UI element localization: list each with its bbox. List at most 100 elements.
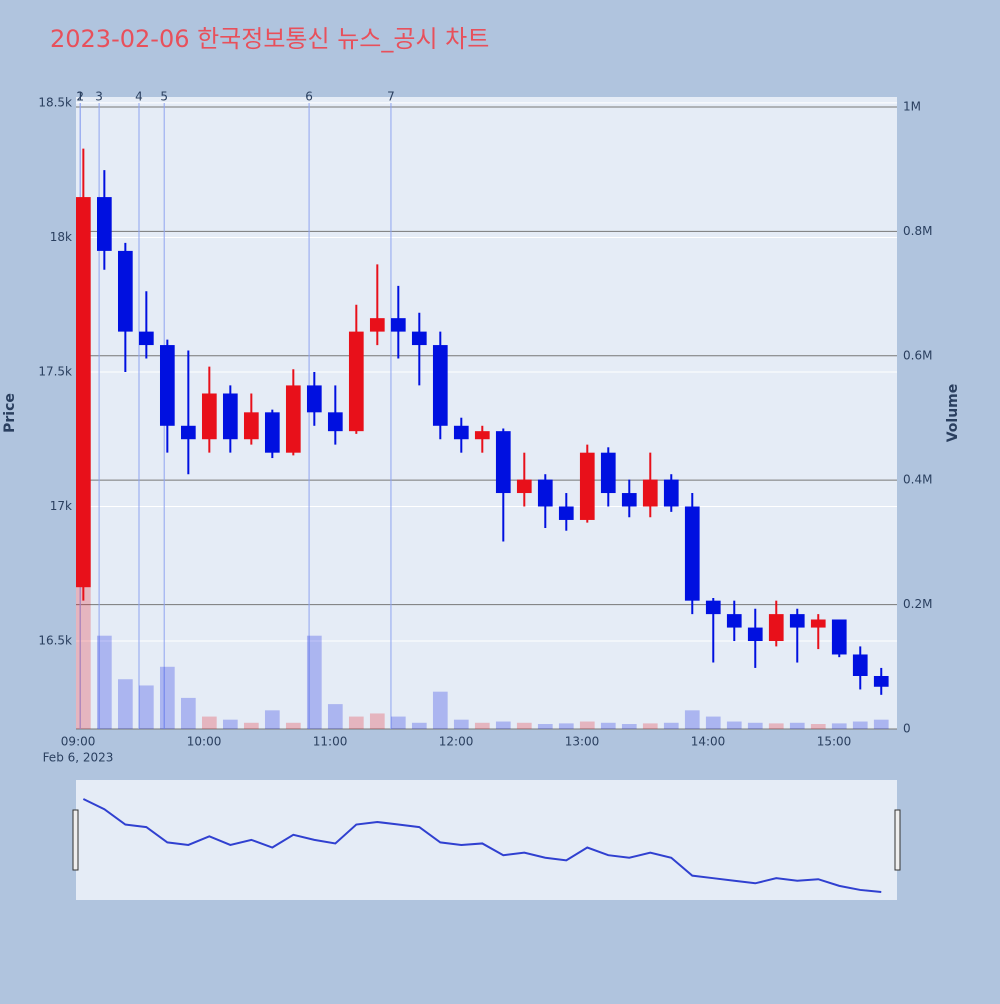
volume-bar — [306, 635, 322, 729]
volume-bar — [831, 723, 847, 729]
volume-bar — [432, 691, 448, 729]
candle-body — [159, 345, 175, 426]
volume-bar — [600, 722, 616, 729]
event-label: 1 — [76, 90, 84, 104]
candle-body — [705, 600, 721, 615]
candle-body — [495, 431, 511, 494]
y-tick-label: 18.5k — [38, 95, 72, 109]
y2-tick-label: 0.2M — [903, 597, 932, 611]
volume-bar — [663, 722, 679, 729]
candle-body — [432, 345, 448, 426]
volume-bar — [684, 710, 700, 729]
volume-bar — [348, 716, 364, 729]
candle-body — [810, 619, 826, 628]
candle-body — [390, 318, 406, 332]
candle-body — [789, 614, 805, 628]
volume-bar — [201, 716, 217, 729]
volume-bar — [621, 724, 637, 729]
candle-body — [96, 197, 112, 251]
volume-bar — [558, 723, 574, 729]
range-handle[interactable] — [72, 809, 79, 871]
volume-bar — [453, 719, 469, 729]
volume-bar — [117, 679, 133, 729]
candle-body — [852, 654, 868, 676]
volume-bar — [411, 722, 427, 729]
event-label: 2 — [76, 90, 84, 104]
candle-body — [768, 614, 784, 642]
volume-bar — [285, 722, 301, 729]
volume-bar — [138, 685, 154, 729]
candle-body — [222, 393, 238, 440]
range-line — [82, 798, 882, 893]
volume-bar — [789, 722, 805, 729]
volume-bar — [705, 716, 721, 729]
y2-tick-label: 0.8M — [903, 224, 932, 238]
chart-title: 2023-02-06 한국정보통신 뉴스_공시 차트 — [50, 25, 489, 53]
x-tick-label: 13:00 — [565, 735, 600, 749]
volume-bar — [747, 722, 763, 729]
volume-bar — [726, 721, 742, 729]
candle-body — [369, 318, 385, 332]
range-handle[interactable] — [894, 809, 901, 871]
volume-bar — [516, 722, 532, 729]
volume-bar — [180, 697, 196, 729]
y2-tick-label: 0 — [903, 722, 911, 736]
candle-body — [516, 479, 532, 494]
y-axis-title: Price — [2, 393, 18, 433]
event-label: 4 — [135, 90, 143, 104]
x-tick-label: 15:00 — [817, 735, 852, 749]
candle-body — [285, 385, 301, 453]
volume-bar — [642, 723, 658, 729]
y-tick-label: 17k — [50, 499, 72, 513]
candle-body — [76, 197, 91, 588]
volume-bar — [159, 666, 175, 729]
candle-body — [621, 493, 637, 507]
candle-body — [117, 250, 133, 332]
candle-body — [873, 675, 889, 687]
x-tick-label: 12:00 — [439, 735, 474, 749]
event-label: 5 — [160, 90, 168, 104]
volume-bar — [390, 716, 406, 729]
y2-tick-label: 1M — [903, 99, 921, 113]
candle-body — [474, 431, 490, 440]
range-slider[interactable] — [76, 780, 897, 900]
y-tick-label: 18k — [50, 230, 72, 244]
x-date-label: Feb 6, 2023 — [43, 751, 114, 765]
candle-body — [747, 627, 763, 642]
x-tick-label: 09:00 — [61, 735, 96, 749]
volume-bar — [810, 724, 826, 729]
candle-body — [537, 479, 553, 507]
candle-body — [201, 393, 217, 440]
candle-body — [348, 331, 364, 432]
candle-body — [642, 479, 658, 507]
x-tick-label: 11:00 — [313, 735, 348, 749]
y2-axis-title: Volume — [945, 384, 961, 443]
candle-body — [726, 614, 742, 628]
candle-body — [579, 452, 595, 520]
candle-body — [684, 506, 700, 601]
candle-body — [138, 331, 154, 346]
y-tick-label: 16.5k — [38, 634, 72, 648]
volume-bar — [327, 704, 343, 729]
candle-body — [663, 479, 679, 507]
candle-body — [180, 425, 196, 440]
candle-body — [453, 425, 469, 440]
volume-bar — [96, 635, 112, 729]
volume-bar — [495, 721, 511, 729]
event-label: 6 — [305, 90, 313, 104]
y-tick-label: 17.5k — [38, 364, 72, 378]
event-label: 3 — [95, 90, 103, 104]
x-tick-label: 10:00 — [187, 735, 222, 749]
candle-body — [558, 506, 574, 520]
volume-bar — [873, 719, 889, 729]
volume-bar — [369, 713, 385, 729]
volume-bar — [474, 722, 490, 729]
candle-body — [411, 331, 427, 346]
event-label: 7 — [387, 90, 395, 104]
candle-body — [327, 412, 343, 432]
candle-body — [306, 385, 322, 413]
volume-bar — [264, 710, 280, 729]
volume-bar — [222, 719, 238, 729]
candle-body — [831, 619, 847, 655]
